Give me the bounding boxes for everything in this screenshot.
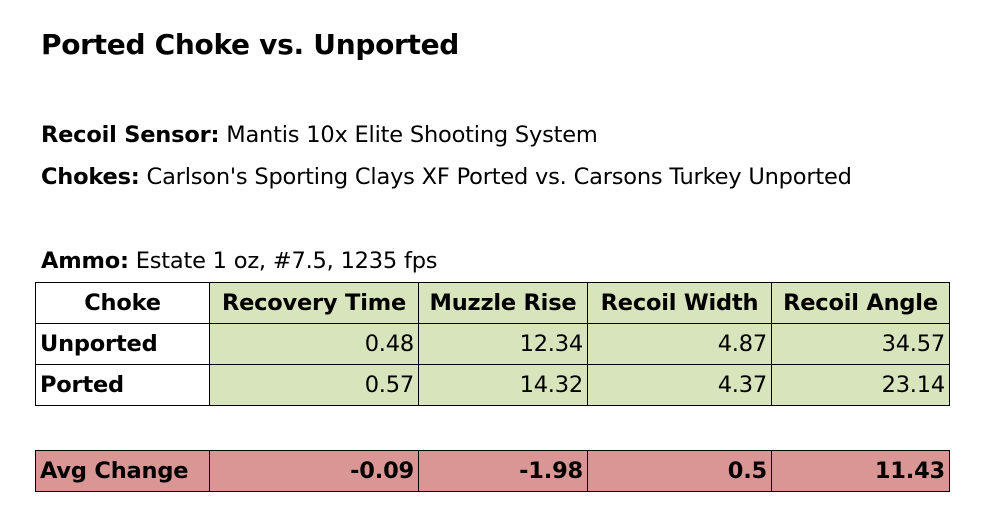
header-muzzle-rise: Muzzle Rise — [418, 282, 588, 324]
table-row: Ported 0.57 14.32 4.37 23.14 — [35, 364, 950, 406]
table-cell: 34.57 — [771, 323, 950, 365]
recoil-sensor-label: Recoil Sensor: — [41, 122, 220, 148]
table-cell: 23.14 — [771, 364, 950, 406]
avg-change-label: Avg Change — [35, 450, 210, 492]
chokes-value: Carlson's Sporting Clays XF Ported vs. C… — [139, 164, 852, 190]
table-cell: 0.48 — [209, 323, 419, 365]
table-row: Unported 0.48 12.34 4.87 34.57 — [35, 323, 950, 365]
row-label-ported: Ported — [35, 364, 210, 406]
row-label-unported: Unported — [35, 323, 210, 365]
table-cell: 14.32 — [418, 364, 588, 406]
avg-change-recoil-width: 0.5 — [587, 450, 772, 492]
header-recoil-width: Recoil Width — [587, 282, 772, 324]
chokes-label: Chokes: — [41, 164, 140, 190]
header-recovery-time: Recovery Time — [209, 282, 419, 324]
table-cell: 0.57 — [209, 364, 419, 406]
results-table: Choke Recovery Time Muzzle Rise Recoil W… — [35, 282, 950, 406]
table-cell: 4.37 — [587, 364, 772, 406]
ammo-label: Ammo: — [41, 248, 129, 274]
ammo-value: Estate 1 oz, #7.5, 1235 fps — [128, 248, 438, 274]
chokes-line: Chokes: Carlson's Sporting Clays XF Port… — [41, 164, 852, 190]
avg-change-recovery-time: -0.09 — [209, 450, 419, 492]
recoil-sensor-line: Recoil Sensor: Mantis 10x Elite Shooting… — [41, 122, 598, 148]
table-header-row: Choke Recovery Time Muzzle Rise Recoil W… — [35, 282, 950, 324]
table-cell: 4.87 — [587, 323, 772, 365]
header-recoil-angle: Recoil Angle — [771, 282, 950, 324]
avg-change-muzzle-rise: -1.98 — [418, 450, 588, 492]
header-choke: Choke — [35, 282, 210, 324]
avg-change-table: Avg Change -0.09 -1.98 0.5 11.43 — [35, 450, 950, 492]
recoil-sensor-value: Mantis 10x Elite Shooting System — [219, 122, 598, 148]
avg-change-row: Avg Change -0.09 -1.98 0.5 11.43 — [35, 450, 950, 492]
ammo-line: Ammo: Estate 1 oz, #7.5, 1235 fps — [41, 248, 438, 274]
page-title: Ported Choke vs. Unported — [41, 28, 460, 61]
table-cell: 12.34 — [418, 323, 588, 365]
avg-change-recoil-angle: 11.43 — [771, 450, 950, 492]
